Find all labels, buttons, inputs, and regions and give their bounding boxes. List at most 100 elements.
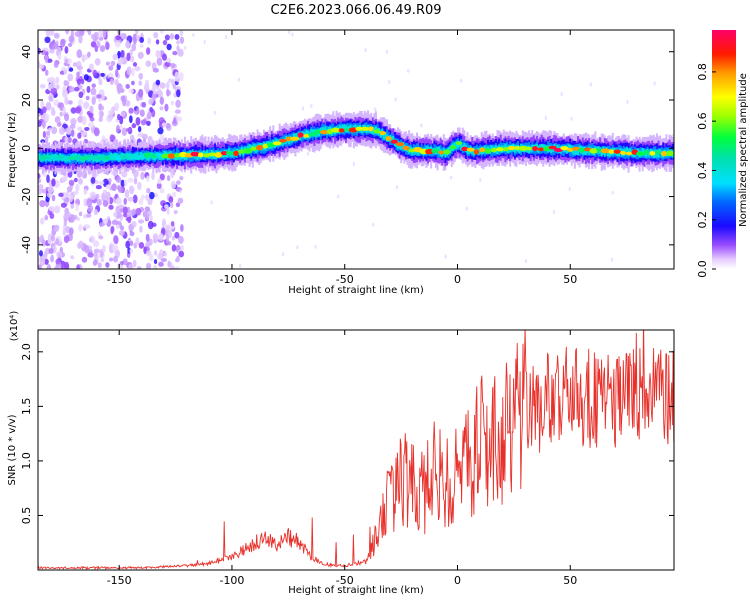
heatmap-noise-cell <box>49 30 55 36</box>
heatmap-noise-cell <box>83 198 88 207</box>
heatmap-core-cell <box>96 155 106 160</box>
heatmap-core-cell <box>262 143 268 149</box>
heatmap-noise-cell <box>94 45 99 53</box>
heatmap-noise-cell <box>138 198 144 206</box>
heatmap-noise-cell <box>139 36 145 44</box>
heatmap-noise-cell <box>108 109 115 116</box>
heatmap-noise-cell <box>122 206 128 215</box>
heatmap-core-cell <box>373 129 381 134</box>
heatmap-noise-cell <box>88 112 94 119</box>
heatmap-noise-cell <box>121 170 128 178</box>
heatmap-noise-cell <box>51 194 56 202</box>
snr-y-ticks: 0.5 1.0 1.5 2.0 <box>20 343 674 524</box>
heatmap-noise-cell <box>57 102 63 108</box>
heatmap-noise-cell <box>87 30 92 36</box>
heatmap-noise-cell <box>129 231 135 237</box>
heatmap-noise-cell <box>46 174 50 183</box>
heatmap-core-cell <box>577 147 586 153</box>
heatmap-noise-cell <box>626 99 629 104</box>
heatmap-noise-cell <box>100 257 105 263</box>
heatmap-noise-cell <box>145 262 152 269</box>
heatmap-noise-cell <box>128 88 134 94</box>
heatmap-noise-cell <box>116 184 121 191</box>
heatmap-noise-cell <box>101 93 105 101</box>
heatmap-band-cell <box>504 143 507 151</box>
heatmap-noise-cell <box>52 43 59 50</box>
heatmap-noise-cell <box>76 78 82 85</box>
heatmap-noise-cell <box>38 236 41 245</box>
heatmap-band-cell <box>371 126 374 135</box>
heatmap-noise-cell <box>174 34 180 40</box>
heatmap-noise-cell <box>99 45 106 53</box>
spectrogram-y-ticks: -40 -20 0 20 40 <box>20 45 674 254</box>
heatmap-noise-cell <box>72 62 78 67</box>
heatmap-noise-cell <box>170 100 175 106</box>
heatmap-noise-cell <box>140 194 145 200</box>
heatmap-noise-cell <box>57 122 62 127</box>
heatmap-noise-cell <box>78 240 84 249</box>
heatmap-core-cell <box>279 138 287 143</box>
heatmap-noise-cell <box>94 34 98 43</box>
heatmap-noise-cell <box>238 263 242 268</box>
heatmap-noise-cell <box>110 226 114 235</box>
heatmap-noise-cell <box>77 132 82 139</box>
heatmap-noise-cell <box>156 57 163 66</box>
colorbar-tick-label: 0.8 <box>696 63 709 81</box>
colorbar: 0.0 0.2 0.4 0.6 0.8 Normalized spectral ampl… <box>696 30 749 278</box>
snr-y-tick-label: 1.5 <box>20 398 33 416</box>
heatmap-noise-cell <box>444 254 447 259</box>
heatmap-noise-cell <box>146 112 152 120</box>
heatmap-noise-cell <box>124 99 131 107</box>
heatmap-noise-cell <box>61 175 68 182</box>
heatmap-noise-cell <box>134 65 141 72</box>
heatmap-noise-cell <box>98 180 105 185</box>
heatmap-noise-cell <box>38 178 42 184</box>
heatmap-core-cell <box>255 144 264 151</box>
heatmap-band-cell <box>343 124 346 132</box>
heatmap-noise-cell <box>117 57 123 66</box>
heatmap-noise-cell <box>75 106 81 114</box>
heatmap-noise-cell <box>173 117 177 125</box>
heatmap-noise-cell <box>63 68 68 75</box>
heatmap-noise-cell <box>175 202 181 208</box>
heatmap-noise-cell <box>48 93 55 103</box>
heatmap-noise-cell <box>109 134 115 142</box>
heatmap-noise-cell <box>46 264 52 269</box>
heatmap-noise-cell <box>138 242 145 249</box>
heatmap-noise-cell <box>157 253 164 260</box>
heatmap-noise-cell <box>50 80 55 89</box>
heatmap-core-cell <box>233 150 239 157</box>
heatmap-core-cell <box>286 136 292 142</box>
heatmap-noise-cell <box>163 251 168 257</box>
heatmap-core-cell <box>61 156 71 162</box>
heatmap-noise-cell <box>159 173 165 181</box>
heatmap-noise-cell <box>176 255 180 261</box>
heatmap-noise-cell <box>102 30 107 39</box>
heatmap-noise-cell <box>42 121 46 129</box>
heatmap-noise-cell <box>129 240 134 247</box>
spectrogram-x-tick-label: -50 <box>336 273 354 286</box>
heatmap-core-cell <box>395 142 405 147</box>
heatmap-noise-cell <box>176 180 181 185</box>
heatmap-noise-cell <box>44 36 51 44</box>
snr-y-multiplier: (x10⁴) <box>9 311 20 342</box>
heatmap-noise-cell <box>53 265 60 269</box>
heatmap-core-cell <box>543 146 551 152</box>
heatmap-noise-cell <box>59 70 65 75</box>
heatmap-noise-cell <box>73 177 78 183</box>
heatmap-core-cell <box>600 148 611 154</box>
heatmap-noise-cell <box>153 264 158 269</box>
heatmap-noise-cell <box>167 260 171 268</box>
heatmap-noise-cell <box>51 109 56 116</box>
heatmap-noise-cell <box>91 96 96 105</box>
heatmap-noise-cell <box>48 248 54 254</box>
heatmap-noise-cell <box>159 187 165 194</box>
heatmap-band-cell <box>573 147 576 155</box>
heatmap-core-cell <box>613 149 621 154</box>
heatmap-noise-cell <box>62 228 66 236</box>
heatmap-noise-cell <box>145 194 149 201</box>
heatmap-noise-cell <box>77 126 83 131</box>
heatmap-band-cell <box>567 144 570 153</box>
heatmap-core-cell <box>649 151 656 156</box>
heatmap-noise-cell <box>38 264 42 269</box>
